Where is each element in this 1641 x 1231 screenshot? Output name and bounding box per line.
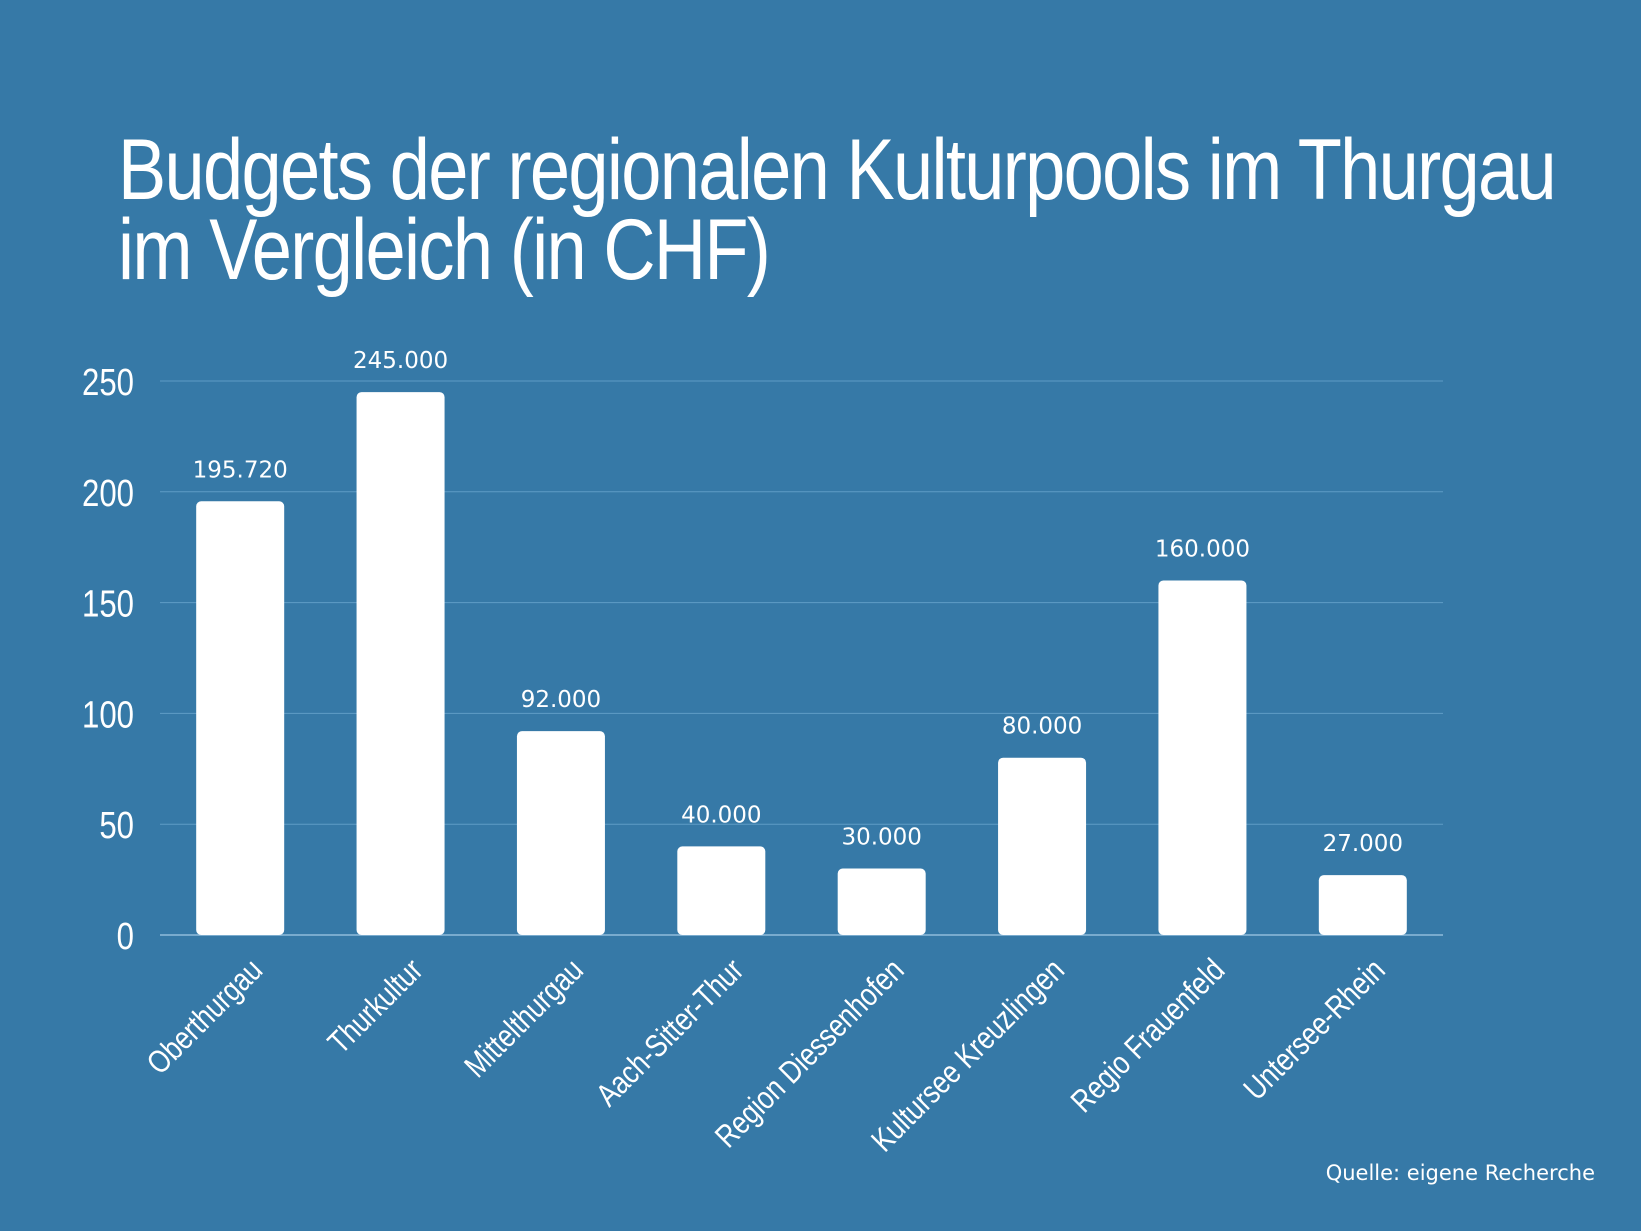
y-tick-label-100: 100 [82, 695, 134, 737]
data-label-5: 80.000 [1002, 714, 1082, 740]
chart-title-line-2: im Vergleich (in CHF) [118, 202, 771, 298]
source-note: Quelle: eigene Recherche [1325, 1161, 1595, 1185]
data-label-7: 27.000 [1323, 831, 1403, 857]
chart-title: Budgets der regionalen Kulturpools im Th… [118, 122, 1557, 298]
data-label-0: 195.720 [193, 457, 288, 483]
bar-4 [837, 868, 926, 935]
x-tick-label-7: Untersee-Rhein [1238, 953, 1393, 1108]
bar-5 [998, 757, 1087, 935]
data-label-2: 92.000 [521, 687, 601, 713]
x-tick-label-0: Oberthurgau [141, 953, 270, 1082]
bar-3 [677, 846, 766, 935]
bar-0 [196, 501, 285, 935]
x-tick-label-6: Regio Frauenfeld [1065, 953, 1232, 1120]
y-tick-label-200: 200 [82, 473, 134, 515]
x-tick-label-3: Aach-Sitter-Thur [590, 953, 751, 1114]
y-tick-label-0: 0 [117, 916, 134, 958]
y-tick-label-250: 250 [82, 362, 134, 404]
y-tick-label-150: 150 [82, 584, 134, 626]
chart-title-line-1: Budgets der regionalen Kulturpools im Th… [118, 122, 1557, 218]
bar-1 [356, 392, 445, 936]
bar-2 [516, 731, 605, 935]
y-tick-label-50: 50 [99, 805, 134, 847]
data-label-4: 30.000 [841, 825, 921, 851]
bar-6 [1158, 580, 1247, 935]
x-tick-label-2: Mittelthurgau [458, 953, 590, 1085]
data-label-1: 245.000 [353, 348, 448, 374]
bar-7 [1318, 875, 1407, 935]
data-label-3: 40.000 [681, 802, 761, 828]
data-label-6: 160.000 [1155, 536, 1250, 562]
x-tick-label-1: Thurkultur [322, 953, 430, 1061]
